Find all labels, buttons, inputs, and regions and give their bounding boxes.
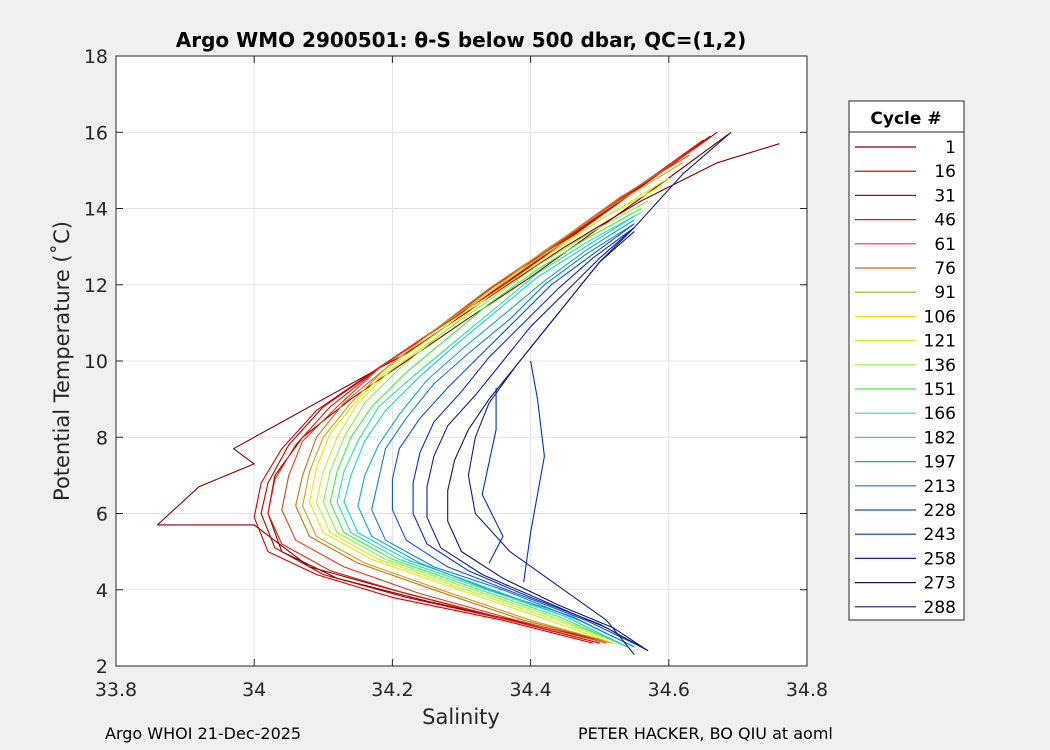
legend-label: 91 <box>934 283 956 303</box>
chart-title: Argo WMO 2900501: θ-S below 500 dbar, QC… <box>176 28 746 52</box>
series-line-15 <box>371 223 635 648</box>
y-tick-label: 8 <box>96 427 108 449</box>
y-tick-label: 10 <box>84 351 108 373</box>
series-line-10 <box>322 200 649 644</box>
legend-box <box>848 100 965 621</box>
y-tick-label: 18 <box>84 46 108 68</box>
x-axis-label: Salinity <box>422 705 500 729</box>
legend-label: 166 <box>924 404 956 424</box>
legend-label: 136 <box>924 356 956 376</box>
legend-title: Cycle # <box>870 109 941 129</box>
y-tick-label: 6 <box>96 504 108 526</box>
x-tick-label: 33.8 <box>95 679 137 701</box>
series-line-21 <box>523 360 545 583</box>
y-axis-label: Potential Temperature (˚C) <box>50 221 74 501</box>
legend-label: 16 <box>934 162 956 182</box>
series-line-17 <box>412 227 642 648</box>
y-tick-label: 2 <box>96 656 108 678</box>
footer-right-credit: PETER HACKER, BO QIU at aoml <box>578 724 833 743</box>
legend-label: 182 <box>924 428 956 448</box>
series-line-12 <box>336 211 642 648</box>
series-line-16 <box>391 223 642 648</box>
legend-label: 273 <box>924 574 956 594</box>
y-tick-label: 12 <box>84 275 108 297</box>
series-line-20 <box>467 131 732 655</box>
legend-label: 1 <box>945 138 956 158</box>
series-line-2 <box>260 131 718 644</box>
legend-label: 243 <box>924 525 956 545</box>
legend-label: 61 <box>934 235 956 255</box>
axis-ticks: 33.8 34 34.2 34.4 34.6 34.8 2 4 6 8 10 12 14 16 18 <box>84 46 828 701</box>
series-line-11 <box>329 208 642 648</box>
x-tick-label: 34 <box>242 679 266 701</box>
series-line-8 <box>308 177 670 644</box>
series-layer <box>156 131 780 655</box>
footer-left-credit: Argo WHOI 21-Dec-2025 <box>105 724 302 743</box>
series-line-14 <box>357 219 635 648</box>
y-tick-label: 4 <box>96 580 108 602</box>
legend-label: 31 <box>934 186 956 206</box>
y-tick-label: 14 <box>84 199 108 221</box>
series-line-18 <box>426 227 649 652</box>
y-tick-label: 16 <box>84 122 108 144</box>
series-line-9 <box>315 185 663 644</box>
legend: Cycle # 11631466176911061211361511661821… <box>848 100 965 621</box>
legend-entries: 1 16 31 46 61 76 91 106 121 136 151 166 182 197 213 228… <box>855 138 956 618</box>
x-tick-label: 34.6 <box>648 679 690 701</box>
legend-label: 151 <box>924 380 956 400</box>
series-line-1 <box>156 143 780 644</box>
x-tick-label: 34.4 <box>509 679 551 701</box>
legend-label: 258 <box>924 549 956 569</box>
legend-label: 228 <box>924 501 956 521</box>
series-line-7 <box>302 162 683 644</box>
x-tick-label: 34.8 <box>786 679 828 701</box>
legend-label: 197 <box>924 453 956 473</box>
legend-label: 76 <box>934 259 956 279</box>
legend-label: 213 <box>924 477 956 497</box>
series-line-22 <box>481 387 504 564</box>
legend-label: 121 <box>924 332 956 352</box>
legend-label: 46 <box>934 211 956 231</box>
x-tick-label: 34.2 <box>371 679 413 701</box>
legend-label: 288 <box>924 598 956 618</box>
legend-label: 106 <box>924 307 956 327</box>
series-line-5 <box>281 147 697 644</box>
